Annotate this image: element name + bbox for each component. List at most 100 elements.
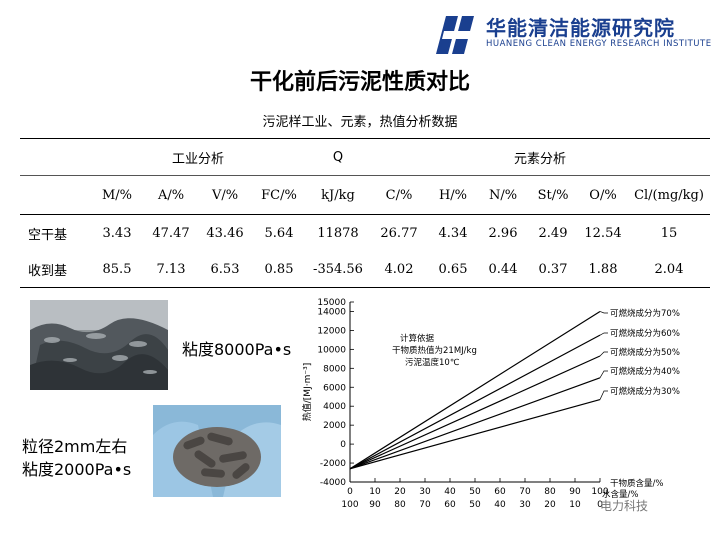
x-tick-label-dry: 10 <box>369 487 381 497</box>
table-cell: 1.88 <box>578 251 628 288</box>
column-header: O/% <box>578 175 628 215</box>
chart-annotation: 计算依据 <box>400 333 435 344</box>
calorific-value-chart: -4000-2000020004000600080001000012000140… <box>301 298 680 510</box>
series-line <box>349 377 601 470</box>
x-tick-label-dry: 30 <box>419 487 431 497</box>
y-tick-label: -4000 <box>320 478 346 488</box>
table-cell: 5.64 <box>264 225 294 241</box>
org-name-cn: 华能清洁能源研究院 <box>486 16 675 40</box>
x-tick-label-dry: 90 <box>569 487 581 497</box>
table-cell: 2.04 <box>628 251 710 288</box>
column-header: M/% <box>90 175 144 215</box>
viscosity-caption-dried: 粘度2000Pa•s <box>22 460 132 479</box>
series-line <box>349 355 601 470</box>
y-tick-label: 10000 <box>317 345 346 355</box>
table-cell: 43.46 <box>206 225 244 241</box>
series-label: 可燃烧成分为70% <box>610 308 680 319</box>
viscosity-caption-wet: 粘度8000Pa•s <box>182 340 292 359</box>
series-label: 可燃烧成分为50% <box>610 347 680 358</box>
table-cell: 0.65 <box>428 251 478 288</box>
x-axis-label-dry: 干物质含量/% <box>610 478 663 489</box>
series-line <box>349 334 601 470</box>
table-cell: 4.34 <box>438 225 468 241</box>
table-cell: -354.56 <box>306 251 370 288</box>
table-cell: 15 <box>660 225 678 241</box>
x-tick-label-water: 70 <box>419 500 431 510</box>
group-header-q: Q <box>306 138 370 176</box>
table-cell: 7.13 <box>144 251 198 288</box>
x-tick-label-water: 30 <box>519 500 531 510</box>
analysis-table: 工业分析 Q 元素分析 M/% A/% V/% FC/% kJ/kg C/% H/% N/% S… <box>20 138 710 288</box>
group-header-ultimate: 元素分析 <box>370 138 710 176</box>
column-header: V/% <box>198 175 252 215</box>
x-tick-label-dry: 100 <box>591 487 608 497</box>
column-header: St/% <box>528 175 578 215</box>
y-tick-label: -2000 <box>320 459 346 469</box>
x-tick-label-dry: 50 <box>469 487 481 497</box>
series-leader <box>599 351 608 357</box>
table-cell: 0.37 <box>528 251 578 288</box>
table-caption: 污泥样工业、元素，热值分析数据 <box>262 115 458 130</box>
series-line <box>349 310 601 470</box>
x-tick-label-dry: 80 <box>544 487 556 497</box>
table-cell: 6.53 <box>198 251 252 288</box>
watermark-text: 电力科技 <box>600 499 649 513</box>
y-tick-label: 15000 <box>317 298 346 308</box>
table-cell: 0.85 <box>252 251 306 288</box>
sludge-photo-after-drying <box>153 405 281 497</box>
table-cell: 2.49 <box>538 225 568 241</box>
column-header: kJ/kg <box>306 175 370 215</box>
column-header: C/% <box>370 175 428 215</box>
column-header: A/% <box>144 175 198 215</box>
x-axis-label-water: 水含量/% <box>602 489 638 500</box>
table-cell: 4.02 <box>370 251 428 288</box>
table-cell: 3.43 <box>102 225 132 241</box>
table-cell: 2.96 <box>488 225 518 241</box>
y-axis-label: 热值/[MJ·m⁻³] <box>301 363 313 421</box>
y-tick-label: 2000 <box>323 421 346 431</box>
series-label: 可燃烧成分为40% <box>610 366 680 377</box>
x-tick-label-water: 10 <box>569 500 581 510</box>
row-label: 收到基 <box>20 251 90 288</box>
series-leader <box>599 311 608 314</box>
chart-annotation: 干物质热值为21MJ/kg <box>392 345 477 356</box>
column-header: Cl/(mg/kg) <box>628 175 710 215</box>
chart-annotation: 污泥温度10℃ <box>405 357 460 368</box>
column-header: FC/% <box>252 175 306 215</box>
column-header: H/% <box>428 175 478 215</box>
table-cell: 0.44 <box>478 251 528 288</box>
institute-logo-icon <box>436 16 476 54</box>
series-leader <box>599 332 608 336</box>
table-cell: 12.54 <box>584 225 622 241</box>
series-line <box>349 399 601 470</box>
x-tick-label-water: 80 <box>394 500 406 510</box>
y-tick-label: 14000 <box>317 307 346 317</box>
x-tick-label-water: 100 <box>341 500 358 510</box>
table-cell: 26.77 <box>380 225 418 241</box>
x-tick-label-water: 60 <box>444 500 456 510</box>
y-tick-label: 8000 <box>323 364 346 374</box>
org-name-en: HUANENG CLEAN ENERGY RESEARCH INSTITUTE <box>486 39 712 49</box>
series-leader <box>599 370 608 378</box>
particle-size-caption: 粒径2mm左右 <box>22 437 128 456</box>
row-label: 空干基 <box>28 227 68 243</box>
x-tick-label-dry: 0 <box>347 487 353 497</box>
group-header-proximate: 工业分析 <box>90 138 306 176</box>
x-tick-label-water: 90 <box>369 500 381 510</box>
column-header: N/% <box>478 175 528 215</box>
series-leader <box>599 390 608 400</box>
x-tick-label-dry: 40 <box>444 487 456 497</box>
sludge-photo-before-drying <box>30 300 168 390</box>
x-tick-label-water: 0 <box>597 500 603 510</box>
x-tick-label-water: 50 <box>469 500 481 510</box>
series-label: 可燃烧成分为60% <box>610 328 680 339</box>
x-tick-label-water: 20 <box>544 500 556 510</box>
y-tick-label: 4000 <box>323 402 346 412</box>
y-tick-label: 0 <box>340 440 346 450</box>
page-title: 干化前后污泥性质对比 <box>249 70 470 95</box>
x-tick-label-dry: 70 <box>519 487 531 497</box>
y-tick-label: 12000 <box>317 326 346 336</box>
x-tick-label-water: 40 <box>494 500 506 510</box>
y-tick-label: 6000 <box>323 383 346 393</box>
table-row: 空干基 3.43 47.47 43.46 5.64 11878 26.77 4.34 2.96 2… <box>20 215 710 252</box>
